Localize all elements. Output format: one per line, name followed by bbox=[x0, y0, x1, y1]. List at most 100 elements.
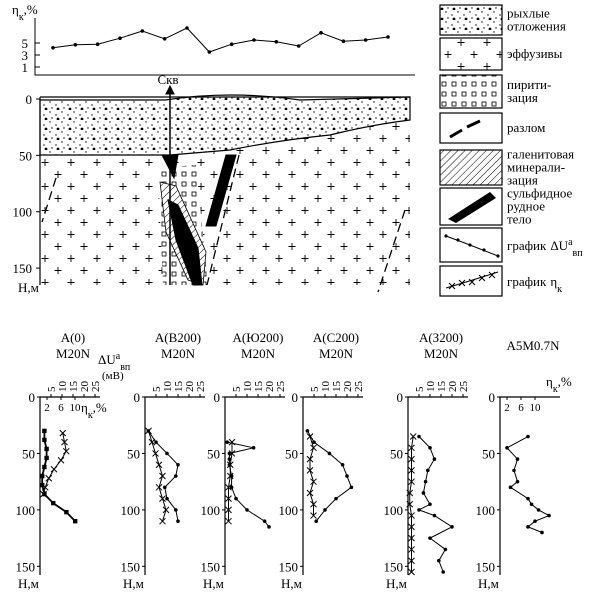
y-tick-label: 150 bbox=[13, 261, 33, 276]
legend-text: сульфидное bbox=[507, 186, 573, 201]
dot-marker bbox=[428, 502, 432, 507]
dot-marker bbox=[540, 530, 544, 535]
y-tick-label: 50 bbox=[127, 446, 140, 461]
cross-marker bbox=[408, 467, 415, 474]
y-axis-label: Н,м bbox=[386, 576, 407, 591]
legend-swatch bbox=[439, 4, 503, 36]
y-tick-label: 100 bbox=[384, 503, 404, 518]
dot-marker bbox=[274, 40, 279, 44]
x2-tick-label: 10 bbox=[530, 402, 542, 414]
dot-marker bbox=[512, 468, 516, 473]
y-tick-label: 50 bbox=[207, 446, 220, 461]
y-tick-label: 150 bbox=[201, 559, 221, 574]
dot-marker bbox=[334, 496, 338, 501]
legend-ore bbox=[448, 192, 496, 223]
dot-marker bbox=[423, 479, 428, 484]
dot-marker bbox=[526, 525, 530, 529]
chart-title: А(0) bbox=[61, 330, 86, 345]
label-part: к bbox=[557, 284, 562, 295]
dot-marker bbox=[227, 451, 232, 456]
dot-marker bbox=[165, 496, 169, 501]
x-tick-label: 15 bbox=[173, 381, 185, 393]
cross-marker bbox=[310, 478, 317, 486]
axis-line bbox=[39, 396, 100, 575]
dot-marker bbox=[526, 496, 530, 501]
legend-text: отложения bbox=[507, 19, 566, 34]
x-tick-label: 20 bbox=[447, 381, 459, 393]
cross-marker bbox=[45, 474, 53, 482]
axis-line bbox=[224, 396, 285, 575]
square-marker bbox=[42, 428, 47, 434]
cross-marker bbox=[408, 444, 415, 452]
y-tick-label: 50 bbox=[285, 446, 298, 461]
y-axis-label: Н,м bbox=[123, 576, 144, 591]
cross-marker bbox=[50, 465, 58, 473]
cross-marker bbox=[408, 512, 415, 519]
x-tick-label: 15 bbox=[436, 381, 448, 393]
y-axis-label: ηк,% bbox=[12, 2, 38, 23]
series-line bbox=[52, 27, 389, 53]
section-depth-label: Н,м bbox=[18, 280, 39, 295]
dot-marker bbox=[229, 42, 234, 46]
cross-section bbox=[39, 84, 411, 293]
y-tick-label: 100 bbox=[279, 503, 299, 518]
y-tick-label: 100 bbox=[16, 503, 36, 518]
x-tick-label: 5 bbox=[309, 386, 321, 392]
cross-marker bbox=[62, 447, 70, 455]
x2-tick-label: 6 bbox=[518, 402, 524, 414]
label-part: η bbox=[550, 274, 557, 289]
dot-marker bbox=[245, 508, 249, 512]
cross-marker bbox=[406, 500, 414, 508]
cross-marker bbox=[155, 461, 163, 469]
y-tick-label: 0 bbox=[29, 390, 36, 405]
x-tick-label: 15 bbox=[253, 381, 265, 393]
dot-marker bbox=[305, 429, 310, 433]
cross-marker bbox=[61, 438, 68, 446]
dot-marker bbox=[327, 451, 332, 456]
series-line bbox=[417, 436, 454, 573]
label-part: график bbox=[507, 274, 547, 289]
legend-dot bbox=[456, 238, 460, 242]
legend-swatch bbox=[439, 149, 503, 186]
dot-marker bbox=[73, 43, 78, 47]
y-tick-label: 0 bbox=[214, 390, 221, 405]
series-line bbox=[506, 436, 551, 533]
dot-marker bbox=[505, 446, 509, 450]
y-tick-label: 3 bbox=[22, 48, 29, 63]
cross-marker bbox=[59, 429, 67, 437]
cross-marker bbox=[159, 517, 166, 525]
dot-marker bbox=[437, 558, 441, 563]
dot-marker bbox=[323, 508, 327, 512]
cross-marker bbox=[408, 478, 415, 486]
x-tick-label: 10 bbox=[425, 381, 437, 393]
cross-marker bbox=[225, 506, 232, 514]
x-tick-label: 5 bbox=[46, 386, 58, 392]
square-marker bbox=[73, 518, 78, 524]
x-axis-unit: (мВ) bbox=[102, 370, 124, 382]
x2-tick-label: 2 bbox=[44, 402, 50, 414]
legend-fault bbox=[449, 119, 481, 139]
cross-marker bbox=[226, 472, 234, 480]
dot-marker bbox=[162, 37, 167, 41]
cross-marker bbox=[159, 472, 166, 480]
square-marker bbox=[44, 455, 49, 461]
ore-body bbox=[167, 199, 203, 286]
legend-text: тело bbox=[507, 212, 531, 227]
legend-text: эффузивы bbox=[507, 46, 563, 61]
cross-marker bbox=[310, 512, 317, 519]
dot-marker bbox=[426, 468, 430, 473]
legend-text: зация bbox=[507, 90, 538, 105]
label-part: а bbox=[568, 237, 573, 248]
series-line bbox=[309, 436, 315, 516]
label-part: к bbox=[88, 410, 93, 421]
y-tick-label: 50 bbox=[22, 446, 35, 461]
series-line bbox=[43, 433, 67, 495]
dot-marker bbox=[428, 446, 432, 450]
x-tick-label: 5 bbox=[414, 386, 426, 392]
label-part: η bbox=[12, 2, 19, 17]
y-axis-label: Н,м bbox=[281, 576, 302, 591]
y-tick-label: 50 bbox=[482, 446, 495, 461]
series-line bbox=[228, 442, 233, 522]
chart-title: А(С200) bbox=[313, 330, 359, 345]
sediments bbox=[39, 94, 411, 156]
